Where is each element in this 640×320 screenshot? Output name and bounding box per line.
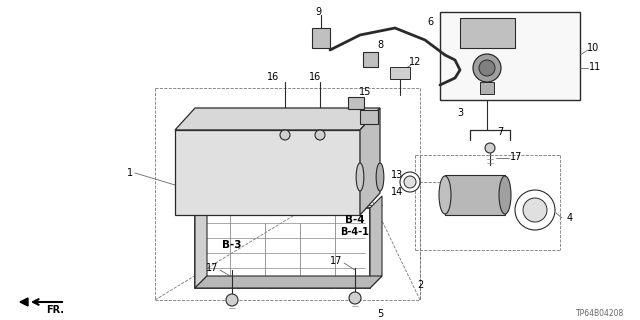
Bar [440,12,580,100]
Circle shape [226,294,238,306]
Text: 2: 2 [417,280,423,290]
Polygon shape [360,108,380,215]
Text: 15: 15 [359,87,371,97]
Circle shape [280,130,290,140]
Bar [390,67,410,79]
Circle shape [349,292,361,304]
Ellipse shape [439,176,451,214]
Circle shape [473,54,501,82]
Text: 1: 1 [127,168,133,178]
Ellipse shape [376,163,384,191]
Polygon shape [370,196,382,288]
Text: 17: 17 [330,256,342,266]
Text: 14: 14 [391,187,403,197]
Text: 6: 6 [427,17,433,27]
Text: 9: 9 [315,7,321,17]
Text: B-4-1: B-4-1 [340,227,369,237]
Text: 17: 17 [205,263,218,273]
Circle shape [315,130,325,140]
Text: 16: 16 [309,72,321,82]
Text: 17: 17 [510,152,522,162]
Ellipse shape [499,176,511,214]
Text: 4: 4 [567,213,573,223]
Text: FR.: FR. [46,305,64,315]
Bar [360,110,378,124]
Text: 7: 7 [497,127,503,137]
Circle shape [404,176,416,188]
Text: B-3: B-3 [222,240,242,250]
Text: 12: 12 [409,57,421,67]
Polygon shape [195,276,382,288]
Text: 5: 5 [377,309,383,319]
Text: 11: 11 [589,62,601,72]
Circle shape [400,172,420,192]
Bar [348,97,364,109]
Circle shape [485,143,495,153]
Circle shape [515,190,555,230]
Text: 13: 13 [391,170,403,180]
Polygon shape [175,108,380,130]
Ellipse shape [356,163,364,191]
Text: 16: 16 [267,72,279,82]
Polygon shape [195,196,207,288]
Text: 10: 10 [587,43,599,53]
Bar [480,82,494,94]
Circle shape [479,60,495,76]
Bar [460,18,515,48]
Bar [175,130,360,215]
Bar [363,52,378,67]
Text: TP64B04208: TP64B04208 [576,308,624,317]
Bar [445,175,505,215]
Circle shape [523,198,547,222]
Bar [312,28,330,48]
Text: 8: 8 [377,40,383,50]
Polygon shape [20,298,28,306]
Text: B-4: B-4 [345,215,365,225]
Text: 3: 3 [457,108,463,118]
